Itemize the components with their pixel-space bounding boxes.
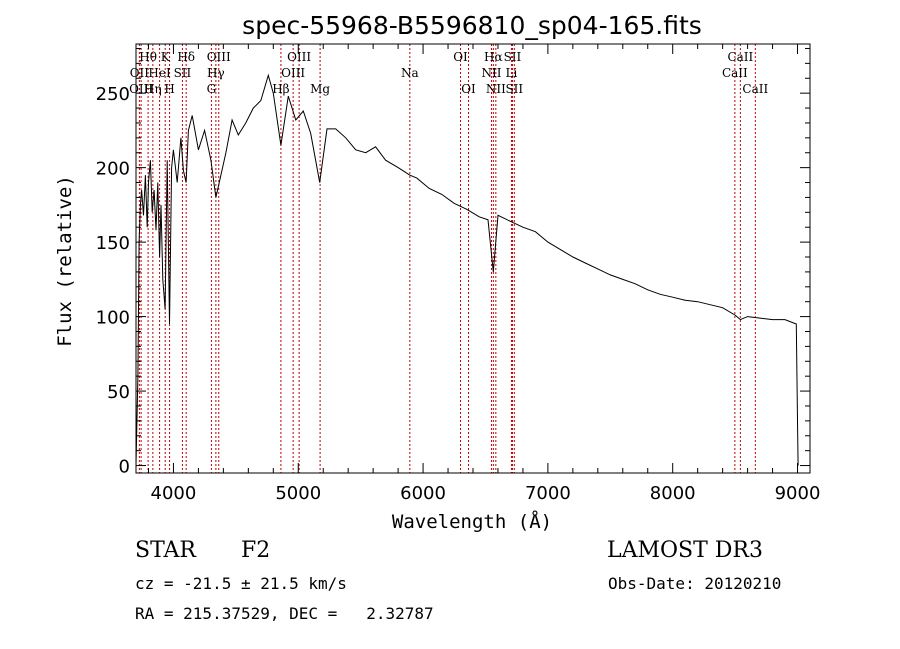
spectral-line-label: Hγ <box>207 66 225 80</box>
spectral-line-label: CaII <box>742 82 768 96</box>
spectral-line-label: Mg <box>310 82 330 96</box>
x-axis-ticks: 4000 5000 6000 7000 8000 9000 <box>147 44 821 504</box>
plot-frame <box>135 43 811 474</box>
obs-date: Obs-Date: 20120210 <box>608 574 782 593</box>
spectral-line-markers <box>138 44 756 473</box>
spectral-line-label: G <box>207 82 217 96</box>
spectral-line-label: SII <box>504 50 522 64</box>
spectral-line-label: Hδ <box>177 50 195 64</box>
chart-title: spec-55968-B5596810_sp04-165.fits <box>242 11 702 40</box>
spectral-line-label: Hη <box>144 82 162 96</box>
spectral-line-label: OIII <box>281 66 305 80</box>
spectral-line-label: OIII <box>207 50 231 64</box>
spectral-line-label: Hα <box>484 50 503 64</box>
y-tick-label: 150 <box>96 233 130 254</box>
spectral-line-label: SII <box>505 82 523 96</box>
x-tick-label: 4000 <box>151 483 197 504</box>
x-tick-label: 9000 <box>775 483 821 504</box>
spectral-line-label: OI <box>453 50 468 64</box>
spectral-line-label: K <box>161 50 171 64</box>
x-tick-label: 7000 <box>525 483 571 504</box>
y-axis-label: Flux (relative) <box>54 175 76 347</box>
spectral-line-label: OII <box>130 66 150 80</box>
y-tick-label: 200 <box>96 159 130 180</box>
spectral-line-label: SII <box>174 66 192 80</box>
spectral-line-label: NII <box>481 66 501 80</box>
coordinates-text: RA = 215.37529, DEC = 2.32787 <box>135 604 434 623</box>
spectral-line-label: NII <box>486 82 506 96</box>
x-tick-label: 8000 <box>650 483 696 504</box>
spectral-line-label: Hθ <box>139 50 157 64</box>
spectral-line-label: OIII <box>287 50 311 64</box>
object-subclass: F2 <box>241 538 271 563</box>
spectrum-line <box>135 73 799 466</box>
spectral-line-label: Li <box>506 66 518 80</box>
spectral-line-label: Na <box>401 66 419 80</box>
survey-name: LAMOST DR3 <box>607 538 763 563</box>
x-tick-label: 5000 <box>275 483 321 504</box>
object-class: STAR <box>135 538 196 563</box>
spectral-line-label: CaII <box>722 66 748 80</box>
x-tick-label: 6000 <box>400 483 446 504</box>
spectral-line-label: CaII <box>727 50 753 64</box>
spectral-line-label: OI <box>461 82 476 96</box>
spectral-line-label: OIII <box>129 82 153 96</box>
y-tick-label: 0 <box>119 457 130 478</box>
y-tick-label: 50 <box>107 382 130 403</box>
y-axis-ticks: 0 50 100 150 200 250 <box>96 47 810 478</box>
x-axis-label: Wavelength (Å) <box>392 510 552 533</box>
redshift-text: cz = -21.5 ± 21.5 km/s <box>135 574 347 593</box>
y-tick-label: 100 <box>96 308 130 329</box>
spectral-line-label: HeI <box>148 66 171 80</box>
spectral-line-label: H <box>164 82 174 96</box>
y-tick-label: 250 <box>96 84 130 105</box>
spectral-line-label: Hβ <box>272 82 289 96</box>
